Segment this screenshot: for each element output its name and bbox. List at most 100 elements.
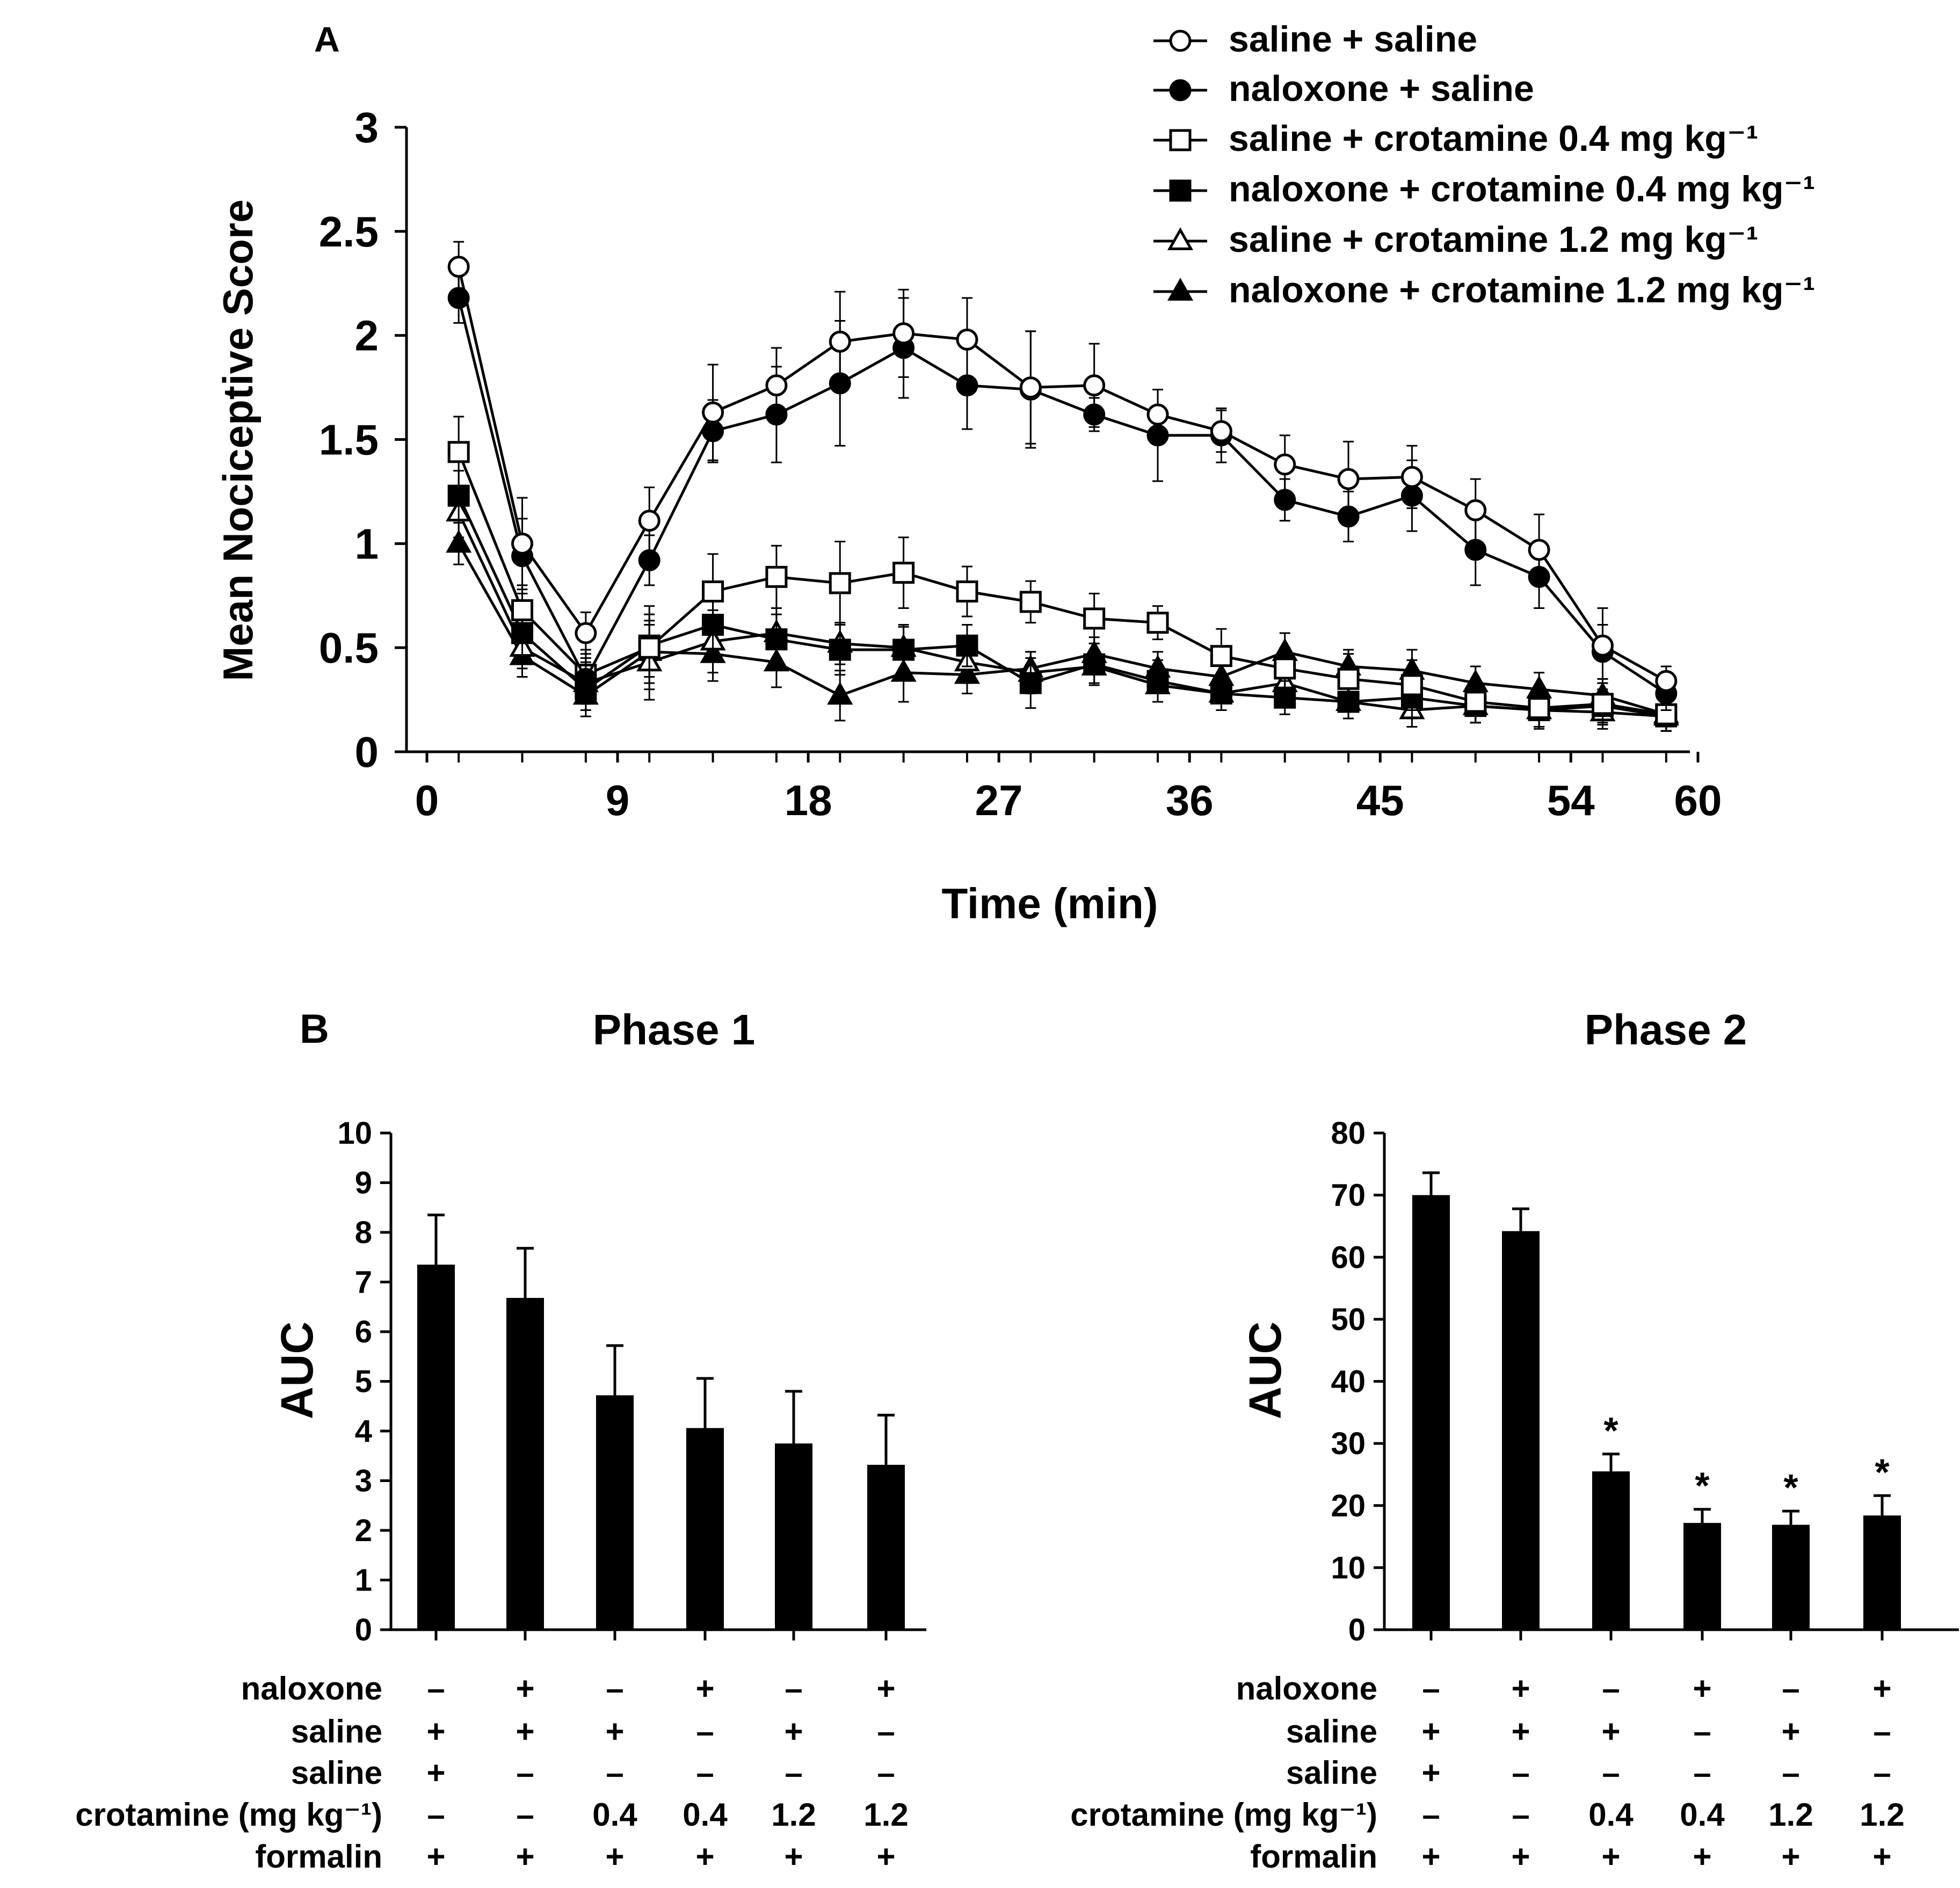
y-tick-label: 6 [355, 1315, 372, 1349]
treatment-value: 1.2 [771, 1797, 816, 1833]
panel-b-label: B [300, 1006, 329, 1052]
treatment-value: – [785, 1671, 802, 1707]
treatment-value: – [1602, 1755, 1620, 1791]
y-tick-label: 2.5 [319, 208, 379, 256]
data-point [956, 634, 978, 657]
data-point [447, 484, 470, 507]
treatment-row-label: crotamine (mg kg⁻¹) [75, 1797, 382, 1833]
y-tick-label: 3 [355, 104, 379, 151]
treatment-value: – [1782, 1671, 1799, 1707]
treatment-value: + [1511, 1713, 1530, 1749]
data-point [575, 622, 597, 644]
y-tick-label: 9 [355, 1166, 372, 1201]
y-tick-label: 60 [1331, 1240, 1366, 1275]
treatment-value: 1.2 [1768, 1797, 1813, 1833]
legend-item-1: saline + saline [1153, 19, 1477, 60]
data-point [1210, 420, 1232, 442]
treatment-value: + [516, 1839, 534, 1875]
treatment-value: + [1421, 1755, 1440, 1791]
y-tick-label: 1.5 [319, 416, 379, 464]
panel-b-phase1-bar-chart: B Phase 1 AUC 0 1 2 3 4 5 6 7 8 9 10 naloxone – + – + – +… [75, 1006, 926, 1875]
x-tick-label: 45 [1356, 776, 1404, 824]
treatment-value: + [1693, 1671, 1711, 1707]
bar [417, 1265, 455, 1630]
data-point [1019, 672, 1042, 694]
treatment-value: – [1873, 1755, 1891, 1791]
treatment-value: – [1782, 1755, 1799, 1791]
treatment-value: + [1693, 1839, 1711, 1875]
y-tick-label: 7 [355, 1265, 372, 1300]
treatment-row-label: crotamine (mg kg⁻¹) [1070, 1797, 1377, 1833]
treatment-value: + [695, 1671, 714, 1707]
y-tick-label: 8 [355, 1215, 372, 1250]
data-point [1400, 674, 1423, 696]
significance-marker: * [1695, 1465, 1710, 1507]
bar [1863, 1515, 1901, 1630]
series-line [457, 266, 1667, 682]
treatment-value: – [1873, 1713, 1891, 1749]
data-point [1591, 634, 1614, 657]
treatment-value: – [1693, 1755, 1711, 1791]
y-tick-label: 2 [355, 312, 379, 360]
treatment-value: + [516, 1713, 534, 1749]
data-point [827, 681, 853, 705]
treatment-value: + [1872, 1839, 1891, 1875]
series-4 [447, 470, 1678, 732]
panel-a-label: A [314, 19, 340, 59]
treatment-row-label: saline [1286, 1755, 1377, 1791]
phase1-y-axis-title: AUC [272, 1321, 322, 1419]
panel-a-x-axis-title: Time (min) [941, 880, 1158, 927]
bar [1772, 1524, 1810, 1630]
data-point [1464, 539, 1487, 561]
data-point [1274, 657, 1296, 680]
y-tick-label: 4 [355, 1414, 372, 1449]
legend-label: naloxone + crotamine 0.4 mg kg⁻¹ [1229, 169, 1815, 209]
treatment-value: – [1693, 1713, 1711, 1749]
legend-marker [1167, 278, 1194, 301]
legend-item-4: naloxone + crotamine 0.4 mg kg⁻¹ [1153, 169, 1815, 209]
series-2 [447, 272, 1678, 711]
y-tick-label: 0 [1348, 1613, 1366, 1647]
data-point [829, 638, 851, 661]
phase2-y-axis-title: AUC [1240, 1321, 1290, 1419]
treatment-value: + [605, 1713, 624, 1749]
x-tick-label: 18 [785, 776, 832, 824]
bar [686, 1428, 724, 1630]
x-tick-label: 54 [1547, 776, 1595, 824]
data-point [638, 636, 660, 659]
y-tick-label: 10 [337, 1116, 372, 1151]
y-tick-label: 40 [1331, 1364, 1366, 1399]
y-tick-label: 0 [355, 1613, 372, 1647]
panel-a-line-chart: A 0 0.5 1 1.5 2 2.5 3 0 9 18 27 36 45 54 60 saline + s… [214, 19, 1815, 927]
y-tick-label: 70 [1331, 1178, 1366, 1213]
treatment-value: 1.2 [1860, 1797, 1904, 1833]
treatment-value: 0.4 [1588, 1797, 1634, 1833]
treatment-value: – [1602, 1671, 1620, 1707]
treatment-value: + [1421, 1839, 1440, 1875]
treatment-value: + [426, 1839, 445, 1875]
data-point [765, 565, 788, 588]
treatment-value: – [427, 1671, 445, 1707]
legend-label: saline + crotamine 0.4 mg kg⁻¹ [1229, 118, 1758, 159]
data-point [1337, 468, 1360, 490]
y-tick-label: 1 [355, 520, 379, 568]
data-point [829, 330, 851, 353]
data-point [1083, 607, 1106, 630]
legend-label: saline + saline [1229, 19, 1477, 60]
treatment-value: + [695, 1839, 714, 1875]
x-tick-label: 0 [415, 776, 439, 824]
panel-b-phase2-bar-chart: Phase 2 AUC 0 10 20 30 40 50 60 70 80 * * * * naloxon… [1070, 1006, 1959, 1875]
x-tick-label: 60 [1674, 776, 1722, 824]
data-point [1655, 670, 1678, 692]
phase2-title: Phase 2 [1585, 1006, 1747, 1054]
data-point [1337, 667, 1360, 690]
treatment-value: + [876, 1839, 895, 1875]
legend-item-2: naloxone + saline [1153, 68, 1534, 109]
data-point [1210, 645, 1232, 667]
treatment-value: – [785, 1755, 802, 1791]
data-point [1146, 612, 1169, 634]
treatment-value: + [516, 1671, 534, 1707]
data-point [892, 638, 915, 661]
treatment-value: + [1511, 1671, 1530, 1707]
treatment-value: – [877, 1713, 895, 1749]
